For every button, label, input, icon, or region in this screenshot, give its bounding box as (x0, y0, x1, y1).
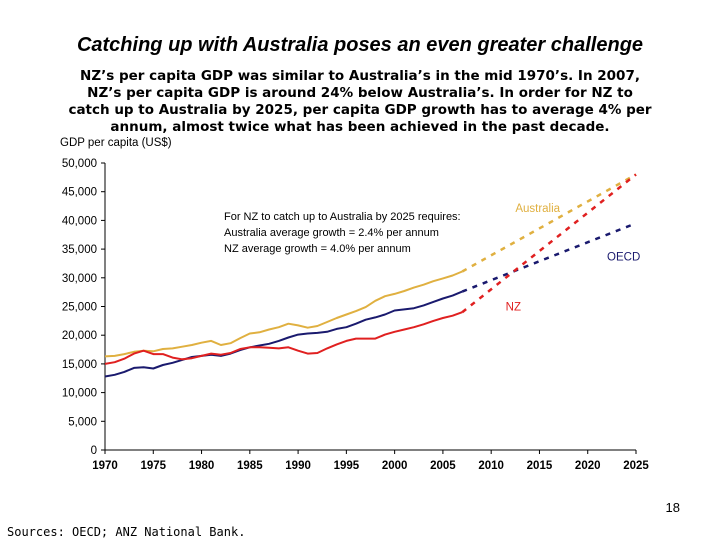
subtitle-line: catch up to Australia by 2025, per capit… (68, 102, 652, 118)
x-tick-label: 2005 (430, 460, 456, 472)
series-line-australia (104, 270, 463, 358)
series-layer (104, 173, 637, 378)
x-tick-label: 2025 (623, 460, 649, 472)
y-tick-label: 50,000 (62, 158, 97, 170)
y-tick-label: 5,000 (68, 416, 97, 428)
subtitle-line: annum, almost twice what has been achiev… (110, 119, 610, 135)
sources-note: Sources: OECD; ANZ National Bank. (7, 525, 246, 539)
subtitle-line: NZ’s per capita GDP was similar to Austr… (80, 68, 640, 84)
y-tick-label: 40,000 (62, 215, 97, 227)
x-tick-label: 2020 (575, 460, 601, 472)
y-tick-label: 0 (91, 445, 97, 457)
series-labels: Australia OECD NZ (506, 203, 641, 314)
slide-title: Catching up with Australia poses an even… (76, 34, 644, 56)
y-axis-title: GDP per capita (US$) (60, 137, 172, 149)
x-tick-label: 2015 (527, 460, 553, 472)
series-line-oecd (104, 290, 463, 378)
x-tick-label: 1990 (285, 460, 311, 472)
y-tick-label: 15,000 (62, 359, 97, 371)
projection-line-nz (461, 173, 637, 314)
x-tick-label: 1985 (237, 460, 263, 472)
x-tick-label: 1975 (140, 460, 166, 472)
series-line-nz (104, 311, 463, 365)
annotation-line: Australia average growth = 2.4% per annu… (224, 227, 439, 239)
y-tick-label: 35,000 (62, 244, 97, 256)
subtitle-line: NZ’s per capita GDP is around 24% below … (87, 85, 633, 101)
y-tick-label: 30,000 (62, 273, 97, 285)
y-tick-label: 10,000 (62, 388, 97, 400)
annotation-line: For NZ to catch up to Australia by 2025 … (224, 211, 461, 223)
projection-line-australia (461, 173, 637, 273)
projection-line-oecd (461, 222, 637, 293)
y-tick-label: 45,000 (62, 187, 97, 199)
series-label-nz: NZ (506, 302, 521, 314)
y-tick-label: 20,000 (62, 330, 97, 342)
annotation-line: NZ average growth = 4.0% per annum (224, 243, 411, 255)
series-label-australia: Australia (515, 203, 560, 215)
page-number: 18 (665, 500, 680, 515)
series-label-oecd: OECD (607, 252, 640, 264)
y-tick-label: 25,000 (62, 302, 97, 314)
axes: 0 5,000 10,000 15,000 20,000 25,000 30,000 35,0… (62, 158, 650, 472)
x-tick-label: 2000 (382, 460, 408, 472)
x-tick-label: 1995 (334, 460, 360, 472)
slide-subtitle: NZ’s per capita GDP was similar to Austr… (38, 68, 682, 136)
x-tick-label: 1980 (189, 460, 215, 472)
chart-annotation: For NZ to catch up to Australia by 2025 … (224, 211, 461, 255)
x-tick-label: 1970 (92, 460, 118, 472)
x-tick-label: 2010 (478, 460, 504, 472)
